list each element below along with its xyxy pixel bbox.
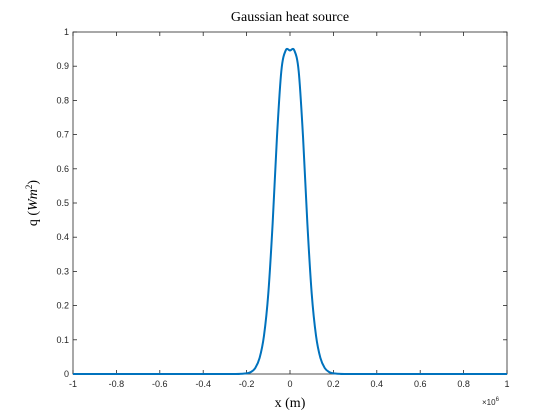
y-axis: 0 0.1 0.2 0.3 0.4 0.5 0.6 0.7 0.8 0.9 1 bbox=[56, 27, 507, 379]
y-tick-label: 0.5 bbox=[56, 198, 69, 208]
x-tick-label: -0.2 bbox=[239, 379, 255, 389]
y-tick-label: 0.8 bbox=[56, 95, 69, 105]
x-tick-label: -1 bbox=[69, 379, 77, 389]
y-label-close: ) bbox=[26, 180, 41, 185]
x-tick-label: 0.6 bbox=[414, 379, 427, 389]
axes-box bbox=[72, 31, 508, 375]
x-tick-label: 0 bbox=[287, 379, 292, 389]
x-axis-exponent: ×106 bbox=[482, 397, 500, 407]
x-tick-label: -0.6 bbox=[152, 379, 168, 389]
y-label-unit-m: m bbox=[26, 189, 41, 199]
y-tick-label: 0.6 bbox=[56, 164, 69, 174]
y-tick-label: 0 bbox=[64, 369, 69, 379]
x-tick-label: -0.4 bbox=[195, 379, 211, 389]
x-tick-label: 0.2 bbox=[327, 379, 340, 389]
chart-title: Gaussian heat source bbox=[231, 10, 349, 25]
y-tick-label: 0.7 bbox=[56, 130, 69, 140]
y-label-unit-w: W bbox=[26, 198, 41, 211]
y-tick-label: 0.4 bbox=[56, 232, 69, 242]
x-tick-label: 1 bbox=[504, 379, 509, 389]
x-exponent-base: ×10 bbox=[482, 398, 496, 407]
y-tick-label: 0.2 bbox=[56, 301, 69, 311]
y-tick-label: 0.3 bbox=[56, 266, 69, 276]
y-axis-label: q (Wm2) bbox=[24, 180, 41, 226]
y-tick-label: 1 bbox=[64, 27, 69, 37]
y-tick-label: 0.1 bbox=[56, 335, 69, 345]
y-label-superscript: 2 bbox=[24, 185, 34, 190]
x-tick-label: 0.8 bbox=[457, 379, 470, 389]
series-line bbox=[72, 47, 508, 376]
series-layer bbox=[72, 47, 508, 376]
y-tick-label: 0.9 bbox=[56, 61, 69, 71]
x-tick-label: 0.4 bbox=[371, 379, 384, 389]
y-label-main: q ( bbox=[26, 211, 41, 227]
x-tick-label: -0.8 bbox=[109, 379, 125, 389]
x-exponent-power: 6 bbox=[496, 397, 500, 403]
x-axis-label: x (m) bbox=[275, 396, 306, 411]
